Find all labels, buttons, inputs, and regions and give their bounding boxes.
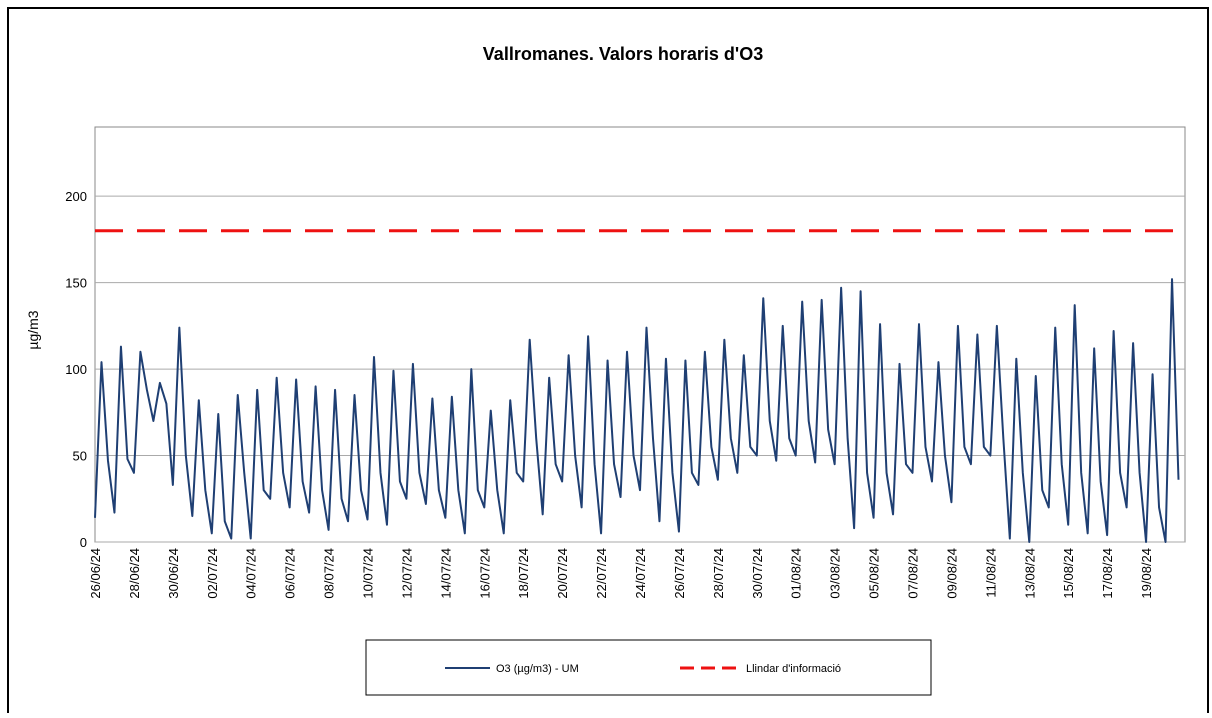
x-tick-label: 01/08/24	[789, 548, 804, 599]
x-tick-label: 03/08/24	[828, 548, 843, 599]
data-line	[94, 278, 1180, 543]
x-tick-label: 18/07/24	[516, 548, 531, 599]
x-tick-label: 22/07/24	[594, 548, 609, 599]
x-tick-label: 28/06/24	[127, 548, 142, 599]
x-tick-label: 13/08/24	[1022, 548, 1037, 599]
x-tick-label: 28/07/24	[711, 548, 726, 599]
x-tick-label: 30/07/24	[750, 548, 765, 599]
x-tick-label: 07/08/24	[906, 548, 921, 599]
x-tick-label: 15/08/24	[1061, 548, 1076, 599]
x-tick-label: 11/08/24	[983, 548, 998, 598]
x-tick-label: 16/07/24	[477, 548, 492, 599]
y-tick-label: 100	[65, 362, 87, 377]
chart-title: Vallromanes. Valors horaris d'O3	[483, 44, 763, 64]
y-axis-label: µg/m3	[25, 310, 41, 349]
x-tick-label: 26/06/24	[88, 548, 103, 599]
y-tick-label: 200	[65, 189, 87, 204]
x-tick-label: 20/07/24	[555, 548, 570, 599]
x-tick-label: 12/07/24	[399, 548, 414, 599]
x-tick-label: 17/08/24	[1100, 548, 1115, 599]
x-tick-label: 19/08/24	[1139, 548, 1154, 599]
x-tick-label: 26/07/24	[672, 548, 687, 599]
legend-label: Llindar d'informació	[746, 663, 841, 675]
x-tick-label: 05/08/24	[867, 548, 882, 599]
x-tick-label: 06/07/24	[283, 548, 298, 599]
x-tick-label: 24/07/24	[633, 548, 648, 599]
y-tick-label: 50	[73, 449, 87, 464]
x-tick-label: 02/07/24	[205, 548, 220, 599]
x-tick-label: 14/07/24	[438, 548, 453, 599]
x-tick-label: 10/07/24	[361, 548, 376, 599]
y-tick-label: 0	[80, 535, 87, 550]
legend-label: O3 (µg/m3) - UM	[496, 663, 579, 675]
y-tick-label: 150	[65, 276, 87, 291]
x-tick-label: 09/08/24	[944, 548, 959, 599]
x-tick-label: 04/07/24	[244, 548, 259, 599]
x-tick-label: 30/06/24	[166, 548, 181, 599]
x-tick-label: 08/07/24	[322, 548, 337, 599]
